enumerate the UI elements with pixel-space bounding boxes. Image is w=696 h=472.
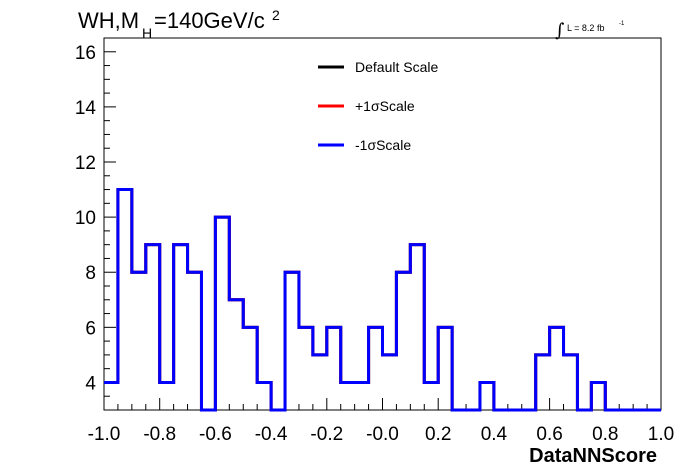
y-axis: 4 6 8 10 12 14 16 xyxy=(75,37,116,411)
x-axis: -1.0 -0.8 -0.6 -0.4 -0.2 -0.0 0.2 0.4 0.6 0.8 1.0 xyxy=(88,398,674,445)
legend-label-default: Default Scale xyxy=(355,59,438,75)
x-tick-label: -0.2 xyxy=(310,424,343,445)
x-tick-label: -0.8 xyxy=(143,424,176,445)
chart-title-subscript: H xyxy=(142,25,152,41)
y-tick-label: 14 xyxy=(75,98,97,119)
x-tick-label: -0.4 xyxy=(255,424,288,445)
x-tick-label: -0.0 xyxy=(366,424,399,445)
chart-title-superscript: 2 xyxy=(272,7,280,23)
x-tick-label: 1.0 xyxy=(648,424,674,445)
x-tick-label: 0.2 xyxy=(425,424,451,445)
x-axis-title: DataNNScore xyxy=(529,445,657,467)
y-tick-label: 16 xyxy=(75,43,96,64)
luminosity-superscript: -1 xyxy=(619,21,625,27)
histogram-series xyxy=(104,188,661,412)
luminosity-integral-sign: ∫ xyxy=(555,20,565,41)
chart-title-suffix: =140GeV/c xyxy=(154,8,265,33)
y-tick-label: 10 xyxy=(75,208,96,229)
x-tick-label: -1.0 xyxy=(88,424,121,445)
y-tick-label: 4 xyxy=(85,373,96,394)
x-tick-label: 0.4 xyxy=(481,424,508,445)
legend-label-plus1sigma: +1σScale xyxy=(355,98,415,114)
y-tick-label: 12 xyxy=(75,153,96,174)
x-tick-label: 0.6 xyxy=(536,424,562,445)
luminosity-label: L = 8.2 fb xyxy=(567,23,604,33)
legend-label-minus1sigma: -1σScale xyxy=(355,137,411,153)
x-tick-label: -0.6 xyxy=(199,424,232,445)
x-tick-label: 0.8 xyxy=(592,424,618,445)
y-tick-label: 6 xyxy=(85,318,96,339)
y-tick-label: 8 xyxy=(85,263,96,284)
legend: Default Scale +1σScale -1σScale xyxy=(318,59,438,153)
chart-title-prefix: WH,M xyxy=(78,8,139,33)
series-line-minus1sigma-scale xyxy=(104,188,661,412)
